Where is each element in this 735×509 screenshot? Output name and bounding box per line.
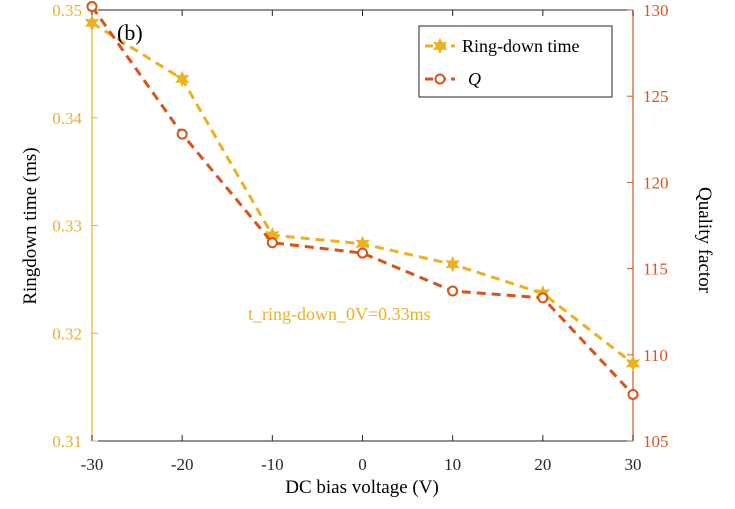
x-axis-title: DC bias voltage (V)	[285, 477, 439, 498]
data-point-q	[537, 292, 549, 304]
data-point-ringdown	[445, 256, 460, 273]
legend-star	[432, 37, 448, 55]
legend-marker-q	[434, 73, 446, 85]
x-tick-label: 10	[444, 455, 461, 474]
right-y-ticks: 105 110 115 120 125 130	[627, 1, 669, 451]
annotation-text: t_ring-down_0V=0.33ms	[248, 304, 431, 324]
legend-box	[418, 25, 613, 98]
legend: Ring-down time Q	[418, 25, 613, 98]
panel-label: (b)	[117, 20, 143, 45]
x-tick-label: -30	[81, 455, 104, 474]
data-point-q	[447, 285, 459, 297]
x-tick-label: 20	[534, 455, 551, 474]
right-y-tick-label: 110	[643, 346, 668, 365]
x-tick-label: 0	[358, 455, 367, 474]
right-y-tick-label: 115	[643, 260, 668, 279]
left-y-tick-label: 0.35	[52, 1, 82, 20]
right-y-tick-label: 105	[643, 432, 669, 451]
legend-label-ringdown: Ring-down time	[462, 36, 580, 56]
right-y-tick-label: 125	[643, 87, 669, 106]
left-y-tick-label: 0.32	[52, 324, 82, 343]
left-y-tick-label: 0.33	[52, 217, 82, 236]
data-point-q	[176, 128, 188, 140]
data-point-q	[266, 237, 278, 249]
data-point-ringdown	[84, 14, 100, 32]
left-y-tick-label: 0.34	[52, 109, 82, 128]
left-y-ticks: 0.31 0.32 0.33 0.34 0.35	[52, 1, 98, 451]
right-y-tick-label: 120	[643, 173, 669, 192]
legend-marker-ringdown	[432, 37, 448, 55]
left-y-tick-label: 0.31	[52, 432, 82, 451]
x-tick-label: -10	[261, 455, 284, 474]
left-y-axis-title: Ringdown time (ms)	[20, 147, 41, 304]
right-y-axis-title: Quality factor	[694, 187, 715, 294]
legend-label-q: Q	[468, 69, 481, 89]
data-point-q	[627, 388, 639, 400]
data-point-ringdown	[625, 355, 641, 372]
x-ticks: -30 -20 -10 0 10 20 30	[81, 10, 642, 474]
x-tick-label: -20	[171, 455, 194, 474]
data-point-ringdown	[175, 70, 190, 88]
data-point-q	[86, 1, 98, 13]
series-layer	[84, 1, 641, 400]
x-tick-label: 30	[625, 455, 642, 474]
data-point-q	[357, 247, 368, 259]
right-y-tick-label: 130	[643, 1, 669, 20]
